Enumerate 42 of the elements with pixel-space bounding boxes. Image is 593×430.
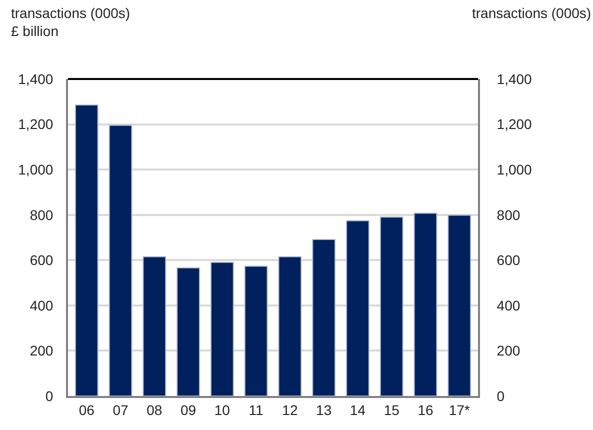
bar xyxy=(244,266,268,396)
y2-tick-label: 1,000 xyxy=(496,161,532,178)
bar xyxy=(414,212,438,396)
y2-tick-label: 200 xyxy=(496,342,520,359)
y-tick-label: 800 xyxy=(30,206,54,223)
bar xyxy=(380,216,404,396)
x-tick-label: 15 xyxy=(384,402,400,418)
y-tick-label: 0 xyxy=(45,388,54,404)
y-tick-label: 400 xyxy=(30,297,54,314)
y2-axis-title: transactions (000s) xyxy=(472,5,592,21)
bar xyxy=(74,104,98,396)
x-tick-label: 13 xyxy=(316,402,332,418)
y-tick-label: 200 xyxy=(30,342,54,359)
x-tick-label: 09 xyxy=(180,402,196,418)
x-tick-label: 07 xyxy=(112,402,129,418)
bar xyxy=(448,214,472,396)
y2-tick-label: 1,400 xyxy=(496,70,532,87)
x-tick-label: 17* xyxy=(448,402,470,418)
y2-tick-label: 400 xyxy=(496,297,520,314)
bar xyxy=(108,124,132,396)
bar xyxy=(210,262,234,396)
y2-tick-label: 1,200 xyxy=(496,116,532,132)
x-tick-label: 14 xyxy=(350,402,366,418)
y-tick-label: 1,000 xyxy=(18,161,54,178)
bar xyxy=(176,267,200,396)
bar xyxy=(346,220,370,396)
y2-tick-label: 800 xyxy=(496,206,520,223)
x-tick-label: 08 xyxy=(146,402,162,418)
bar xyxy=(278,256,302,396)
x-tick-label: 06 xyxy=(78,402,95,418)
y-tick-label: 600 xyxy=(30,252,54,268)
bar xyxy=(142,256,166,396)
x-tick-label: 16 xyxy=(418,402,434,418)
y-axis-title: transactions (000s) £ billion xyxy=(11,5,130,40)
x-tick-label: 12 xyxy=(282,402,298,418)
x-tick-label: 10 xyxy=(214,402,230,418)
y-tick-label: 1,400 xyxy=(18,70,54,87)
y-tick-label: 1,200 xyxy=(18,116,54,132)
x-tick-label: 11 xyxy=(248,402,264,418)
bar xyxy=(312,239,336,396)
y2-tick-label: 0 xyxy=(496,388,505,404)
y2-tick-label: 600 xyxy=(496,252,520,268)
